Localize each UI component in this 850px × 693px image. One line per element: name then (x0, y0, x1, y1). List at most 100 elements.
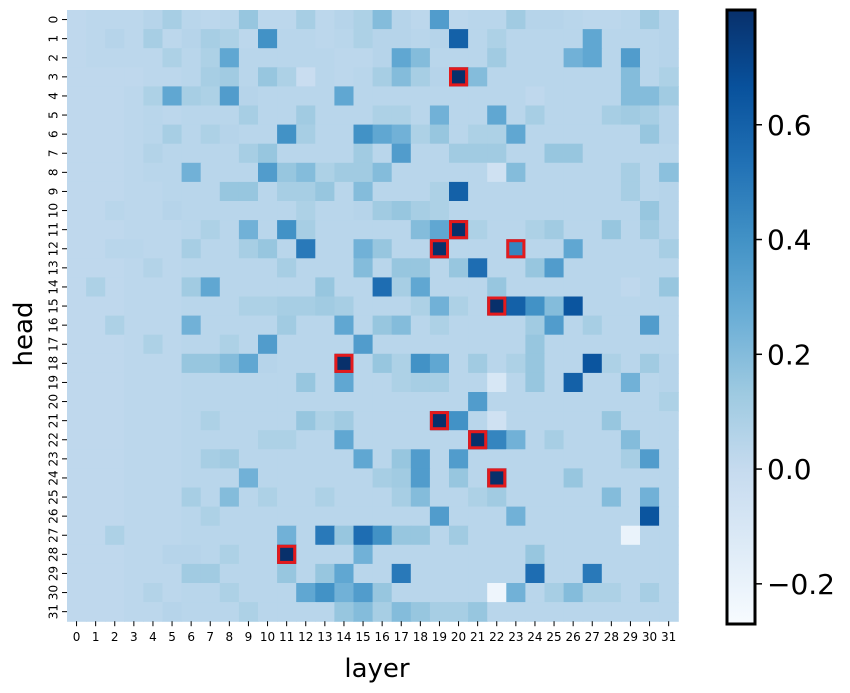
heatmap-cell (468, 239, 488, 259)
heatmap-cell (487, 10, 507, 30)
heatmap-cell (449, 602, 469, 622)
heatmap-cell (296, 583, 316, 603)
heatmap-cell (525, 48, 546, 68)
heatmap-cell (296, 525, 316, 546)
heatmap-cell (506, 181, 526, 202)
heatmap-cell (143, 583, 164, 603)
y-tick-label: 31 (47, 604, 61, 619)
heatmap-cell (487, 372, 507, 393)
heatmap-cell (659, 506, 679, 527)
heatmap-cell (200, 602, 221, 622)
heatmap-cell (468, 296, 488, 317)
heatmap-cell (181, 296, 202, 317)
heatmap-cell (563, 334, 584, 355)
heatmap-cell (563, 583, 584, 603)
heatmap-cell (582, 372, 603, 393)
heatmap-cell (353, 10, 374, 30)
heatmap-cell (601, 67, 622, 87)
heatmap-cell (238, 201, 259, 221)
heatmap-cell (162, 525, 183, 546)
heatmap-cell (277, 124, 297, 145)
heatmap-cell (429, 258, 450, 278)
heatmap-cell (277, 143, 297, 164)
heatmap-cell (429, 162, 450, 183)
heatmap-cell (258, 48, 278, 68)
colorbar: −0.2 0.0 0.2 0.4 0.6 (725, 8, 835, 626)
heatmap-cell (258, 258, 278, 278)
heatmap-cell (200, 353, 221, 374)
heatmap-cell (391, 181, 412, 202)
heatmap-cell (487, 411, 507, 431)
heatmap-cell (124, 86, 144, 107)
heatmap-cell (277, 239, 297, 259)
heatmap-cell (449, 525, 469, 546)
heatmap-cell (544, 258, 565, 278)
x-tick-label: 13 (317, 630, 332, 644)
heatmap-cell (143, 220, 164, 240)
heatmap-cell (449, 583, 469, 603)
heatmap-cell (124, 220, 144, 240)
heatmap-cell (506, 506, 526, 527)
heatmap-cell (640, 105, 660, 126)
heatmap-cell (238, 544, 259, 565)
heatmap-cell (258, 315, 278, 336)
heatmap-cell (391, 201, 412, 221)
heatmap-cell (296, 277, 316, 298)
x-tick-label: 24 (527, 630, 542, 644)
heatmap-cell (601, 296, 622, 317)
heatmap-cell (582, 411, 603, 431)
heatmap-cell (296, 334, 316, 355)
heatmap-cell (124, 583, 144, 603)
heatmap-cell (105, 296, 125, 317)
heatmap-cell (181, 162, 202, 183)
heatmap-cell (238, 583, 259, 603)
heatmap-cell (334, 602, 355, 622)
heatmap-cell (353, 48, 374, 68)
heatmap-cell (372, 544, 393, 565)
heatmap-cell (620, 258, 641, 278)
heatmap-cell (468, 181, 488, 202)
heatmap-cell (582, 487, 603, 508)
x-tick-label: 17 (394, 630, 409, 644)
heatmap-cell (429, 468, 450, 489)
heatmap-cell (353, 372, 374, 393)
heatmap-cell (238, 449, 259, 469)
heatmap-cell (372, 449, 393, 469)
heatmap-cell (315, 277, 335, 298)
heatmap-cell (181, 277, 202, 298)
heatmap-cell (468, 487, 488, 508)
heatmap-cell (468, 449, 488, 469)
heatmap-cell (563, 449, 584, 469)
heatmap-cell (410, 29, 431, 49)
heatmap-cell (525, 10, 546, 30)
heatmap-cell (143, 86, 164, 107)
heatmap-cell (86, 583, 106, 603)
heatmap-cell (525, 296, 546, 317)
heatmap-cell (429, 411, 450, 431)
heatmap-cell (582, 525, 603, 546)
heatmap-cell (124, 602, 144, 622)
y-axis-ticks: 0123456789101112131415161718192021222324… (47, 16, 67, 619)
heatmap-cell (487, 201, 507, 221)
heatmap-cell (468, 315, 488, 336)
heatmap-cell (506, 162, 526, 183)
heatmap-cell (219, 315, 240, 336)
heatmap-cell (544, 162, 565, 183)
y-tick-label: 8 (47, 169, 61, 177)
heatmap-cell (258, 563, 278, 584)
heatmap-cell (105, 258, 125, 278)
heatmap-cell (525, 372, 546, 393)
heatmap-cell (372, 86, 393, 107)
heatmap-cell (238, 277, 259, 298)
heatmap-cell (86, 430, 106, 450)
heatmap-cell (620, 449, 641, 469)
colorbar-tick-label: 0.4 (767, 224, 812, 257)
heatmap-cell (219, 487, 240, 508)
heatmap-cell (86, 220, 106, 240)
heatmap-cell (277, 430, 297, 450)
heatmap-cell (429, 315, 450, 336)
heatmap-cell (525, 86, 546, 107)
heatmap-cell (315, 430, 335, 450)
heatmap-cell (124, 67, 144, 87)
heatmap-cell (544, 201, 565, 221)
